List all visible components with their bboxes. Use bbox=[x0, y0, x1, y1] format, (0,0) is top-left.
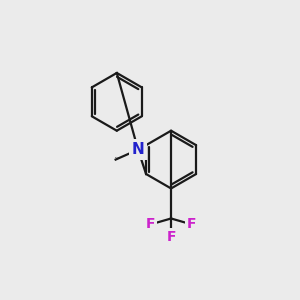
Text: F: F bbox=[146, 217, 156, 231]
Text: F: F bbox=[186, 217, 196, 231]
Text: F: F bbox=[166, 230, 176, 244]
Text: methyl: methyl bbox=[115, 157, 119, 158]
Text: N: N bbox=[132, 142, 144, 157]
